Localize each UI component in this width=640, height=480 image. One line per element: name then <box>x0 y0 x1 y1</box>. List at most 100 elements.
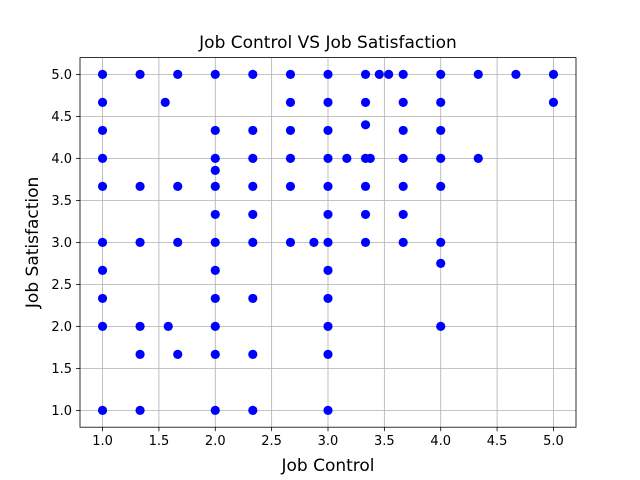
data-point <box>436 97 446 107</box>
data-point <box>398 237 408 247</box>
data-point <box>210 209 220 220</box>
data-point <box>398 181 408 191</box>
data-point <box>97 293 108 304</box>
data-point <box>210 349 220 359</box>
data-point <box>323 321 333 331</box>
data-point <box>323 293 333 304</box>
data-point <box>323 405 333 415</box>
data-point <box>135 237 145 247</box>
data-point <box>323 153 333 163</box>
chart-title: Job Control VS Job Satisfaction <box>198 33 457 53</box>
data-point <box>436 153 446 163</box>
data-point <box>97 265 108 275</box>
x-tick-label: 1.0 <box>92 434 113 449</box>
data-point <box>360 69 371 79</box>
data-point <box>360 97 371 107</box>
axis-ticks: 1.0 1.5 2.0 2.5 3.0 3.5 4.0 4.5 5.0 1.0 1.5 2.0 2.5 3… <box>51 68 563 449</box>
data-point <box>285 153 296 163</box>
data-points <box>97 69 559 415</box>
data-point <box>309 237 319 247</box>
x-tick-label: 4.5 <box>487 434 508 449</box>
data-point <box>210 405 220 415</box>
x-tick-label: 2.5 <box>261 434 282 449</box>
data-point <box>342 153 352 163</box>
data-point <box>285 69 296 79</box>
data-point <box>365 153 375 163</box>
data-point <box>135 321 145 331</box>
data-point <box>248 349 258 359</box>
data-point <box>163 321 173 331</box>
data-point <box>210 293 220 304</box>
x-tick-label: 2.0 <box>205 434 226 449</box>
data-point <box>436 237 446 247</box>
data-point <box>248 209 258 220</box>
data-point <box>436 258 446 268</box>
data-point <box>173 181 183 191</box>
y-tick-label: 1.5 <box>51 362 72 377</box>
data-point <box>398 69 408 79</box>
data-point <box>323 125 333 136</box>
data-point <box>473 153 483 163</box>
data-point <box>173 237 183 247</box>
y-tick-label: 4.0 <box>51 152 72 167</box>
data-point <box>135 181 145 191</box>
x-tick-label: 3.0 <box>318 434 339 449</box>
y-tick-label: 2.5 <box>51 278 72 293</box>
data-point <box>285 125 296 136</box>
y-tick-label: 3.0 <box>51 236 72 251</box>
data-point <box>323 97 333 107</box>
data-point <box>285 181 296 191</box>
data-point <box>210 321 220 331</box>
data-point <box>436 125 446 136</box>
data-point <box>210 153 220 163</box>
data-point <box>398 125 408 136</box>
data-point <box>210 237 220 247</box>
data-point <box>323 209 333 220</box>
data-point <box>135 69 145 79</box>
data-point <box>97 97 108 107</box>
data-point <box>360 181 371 191</box>
data-point <box>248 69 258 79</box>
x-tick-label: 5.0 <box>543 434 564 449</box>
data-point <box>97 181 108 191</box>
data-point <box>511 69 521 79</box>
data-point <box>374 69 384 79</box>
data-point <box>97 153 108 163</box>
data-point <box>398 153 408 163</box>
data-point <box>248 181 258 191</box>
data-point <box>248 125 258 136</box>
data-point <box>248 405 258 415</box>
data-point <box>248 293 258 304</box>
data-point <box>285 237 296 247</box>
data-point <box>384 69 394 79</box>
data-point <box>173 69 183 79</box>
data-point <box>323 265 333 275</box>
data-point <box>135 405 145 415</box>
data-point <box>398 97 408 107</box>
data-point <box>323 181 333 191</box>
data-point <box>323 69 333 79</box>
data-point <box>398 209 408 220</box>
data-point <box>360 209 371 220</box>
data-point <box>285 97 296 107</box>
data-point <box>97 125 108 136</box>
data-point <box>210 125 220 136</box>
data-point <box>323 349 333 359</box>
data-point <box>97 405 108 415</box>
data-point <box>360 120 371 130</box>
data-point <box>160 97 170 107</box>
data-point <box>473 69 483 79</box>
data-point <box>97 237 108 247</box>
data-point <box>210 69 220 79</box>
data-point <box>97 321 108 331</box>
data-point <box>548 97 559 107</box>
data-point <box>210 265 220 275</box>
data-point <box>548 69 559 79</box>
y-tick-label: 5.0 <box>51 68 72 83</box>
data-point <box>97 69 108 79</box>
x-axis-label: Job Control <box>280 456 374 476</box>
data-point <box>210 165 220 176</box>
data-point <box>436 321 446 331</box>
